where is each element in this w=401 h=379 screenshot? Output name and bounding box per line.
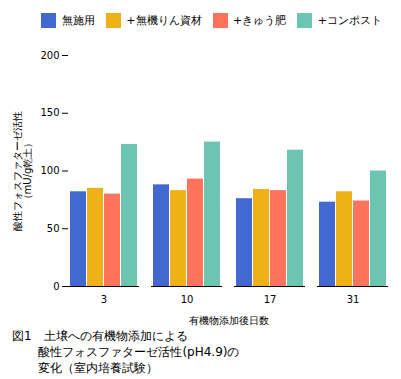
html-text:+きゅう肥: +きゅう肥: [233, 14, 287, 27]
svg-text:150: 150: [40, 107, 59, 118]
svg-text:17: 17: [264, 293, 277, 304]
svg-text:31: 31: [347, 293, 360, 304]
html-text:+コンポスト: +コンポスト: [317, 14, 382, 27]
svg-text:100: 100: [40, 165, 59, 176]
html-text:変化（室内培養試験）: 変化（室内培養試験）: [38, 360, 159, 375]
svg-text:10: 10: [181, 293, 194, 304]
html-text:図1 土壌への有機物添加による: 図1 土壌への有機物添加による: [12, 328, 188, 343]
html-text:+無機りん資材: +無機りん資材: [126, 14, 202, 27]
html-text:無施用: 無施用: [61, 14, 95, 27]
svg-text:3: 3: [101, 293, 107, 304]
html-text:酸性フォスファターゼ活性(pH4.9)の: 酸性フォスファターゼ活性(pH4.9)の: [38, 344, 240, 359]
svg-text:50: 50: [47, 222, 60, 233]
svg-text:酸性フォスファターゼ活性（mU/g乾土）: 酸性フォスファターゼ活性（mU/g乾土）: [12, 111, 33, 231]
svg-text:0: 0: [53, 280, 59, 291]
svg-text:有機物添加後日数: 有機物添加後日数: [189, 314, 269, 325]
svg-text:200: 200: [40, 49, 59, 60]
